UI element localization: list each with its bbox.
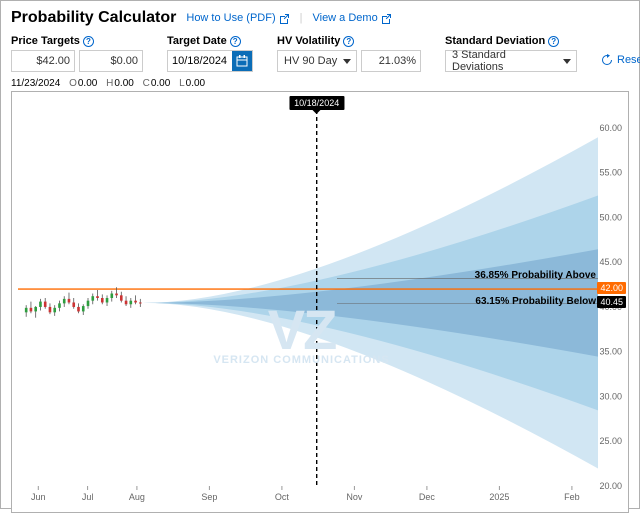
target-date-group: Target Date ?	[167, 35, 253, 72]
svg-text:20.00: 20.00	[599, 481, 622, 491]
calendar-icon	[236, 55, 248, 67]
price-targets-group: Price Targets ?	[11, 35, 143, 72]
how-to-use-link[interactable]: How to Use (PDF)	[186, 12, 289, 24]
price-target-1-input[interactable]	[11, 50, 75, 72]
target-date-label: Target Date ?	[167, 35, 253, 47]
chart-container: 10/18/2024 VZ VERIZON COMMUNICATIONS 36.…	[11, 91, 629, 513]
calendar-button[interactable]	[232, 51, 252, 71]
svg-text:25.00: 25.00	[599, 436, 622, 446]
ohlc-date: 11/23/2024	[11, 78, 60, 89]
hv-period-select[interactable]: HV 90 Day	[277, 50, 357, 72]
app-frame: Probability Calculator How to Use (PDF) …	[0, 0, 640, 509]
controls-row: Price Targets ? Target Date ? HV V	[11, 35, 629, 72]
sd-select[interactable]: 3 Standard Deviations	[445, 50, 577, 72]
svg-text:Feb: Feb	[564, 492, 580, 502]
last-price-axis-flag: 40.45	[597, 296, 626, 308]
view-demo-label: View a Demo	[312, 12, 377, 24]
svg-text:50.00: 50.00	[599, 212, 622, 222]
sd-label: Standard Deviation ?	[445, 35, 577, 47]
hv-label: HV Volatility ?	[277, 35, 421, 47]
external-link-icon	[279, 13, 290, 24]
header: Probability Calculator How to Use (PDF) …	[11, 9, 629, 27]
hv-group: HV Volatility ? HV 90 Day	[277, 35, 421, 72]
ohlc-high: 0.00	[114, 78, 133, 89]
help-icon[interactable]: ?	[343, 36, 354, 47]
target-date-input[interactable]	[168, 51, 232, 71]
how-to-use-label: How to Use (PDF)	[186, 12, 275, 24]
svg-text:Jul: Jul	[82, 492, 94, 502]
svg-text:2025: 2025	[489, 492, 509, 502]
price-target-2-input[interactable]	[79, 50, 143, 72]
svg-text:30.00: 30.00	[599, 391, 622, 401]
ohlc-low: 0.00	[186, 78, 205, 89]
target-date-flag: 10/18/2024	[289, 96, 344, 110]
page-title: Probability Calculator	[11, 9, 176, 27]
reset-icon	[601, 54, 613, 66]
help-icon[interactable]: ?	[230, 36, 241, 47]
help-icon[interactable]: ?	[83, 36, 94, 47]
ohlc-bar: 11/23/2024 O0.00 H0.00 C0.00 L0.00	[11, 78, 629, 89]
svg-text:35.00: 35.00	[599, 347, 622, 357]
svg-text:Jun: Jun	[31, 492, 46, 502]
view-demo-link[interactable]: View a Demo	[312, 12, 391, 24]
svg-text:Oct: Oct	[275, 492, 290, 502]
probability-below-label: 63.15% Probability Below	[475, 296, 596, 307]
reset-button[interactable]: Reset	[601, 49, 640, 71]
external-link-icon	[381, 13, 392, 24]
hv-pct-input[interactable]	[361, 50, 421, 72]
svg-text:Sep: Sep	[201, 492, 217, 502]
svg-text:Nov: Nov	[346, 492, 363, 502]
target-date-box	[167, 50, 253, 72]
help-icon[interactable]: ?	[548, 36, 559, 47]
sd-group: Standard Deviation ? 3 Standard Deviatio…	[445, 35, 577, 72]
svg-text:55.00: 55.00	[599, 168, 622, 178]
svg-text:60.00: 60.00	[599, 123, 622, 133]
separator: |	[300, 12, 303, 24]
svg-text:45.00: 45.00	[599, 257, 622, 267]
ohlc-close: 0.00	[151, 78, 170, 89]
price-targets-label: Price Targets ?	[11, 35, 143, 47]
price-target-axis-flag: 42.00	[597, 282, 626, 294]
svg-text:Dec: Dec	[419, 492, 436, 502]
ohlc-open: 0.00	[78, 78, 97, 89]
probability-above-label: 36.85% Probability Above	[475, 270, 596, 281]
svg-text:Aug: Aug	[129, 492, 145, 502]
